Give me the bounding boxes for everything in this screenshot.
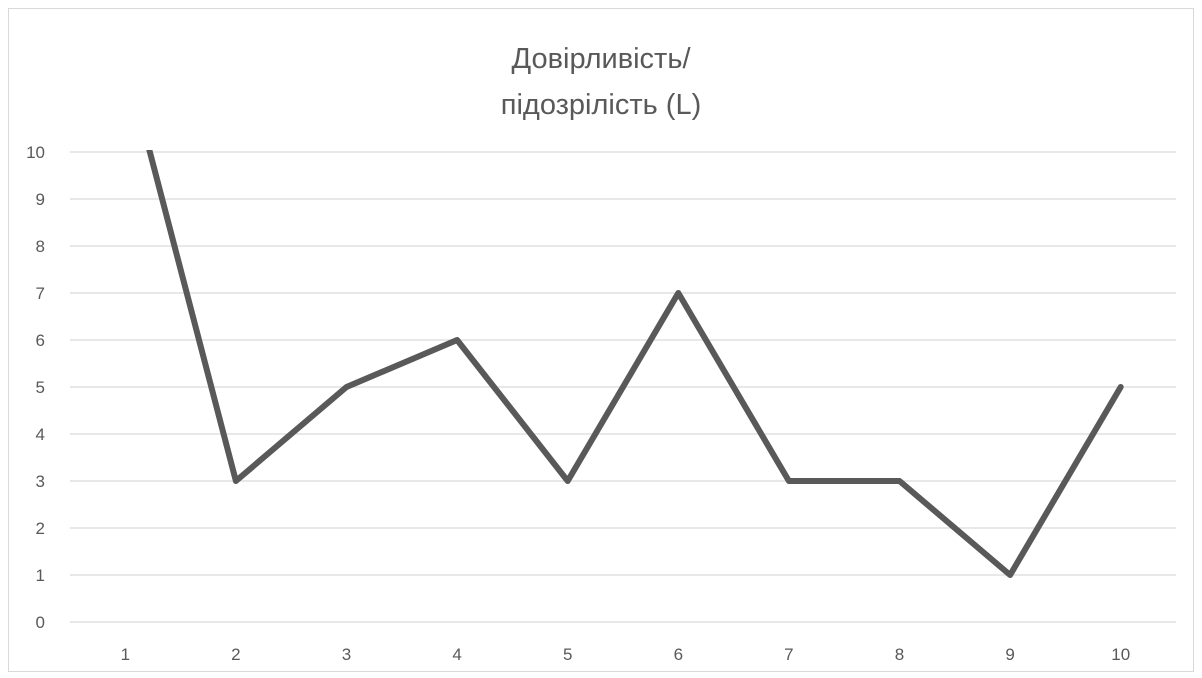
- gridlines: [70, 151, 1176, 623]
- y-tick-label: 0: [36, 613, 45, 632]
- x-tick-label: 2: [231, 645, 240, 664]
- y-tick-label: 9: [36, 190, 45, 209]
- x-tick-label: 10: [1111, 645, 1130, 664]
- x-tick-label: 5: [563, 645, 572, 664]
- y-tick-label: 5: [36, 378, 45, 397]
- chart-title-line-2: підозрілість (L): [500, 89, 702, 121]
- y-axis-ticks: 0 1 2 3 4 5 6 7 8 9 10: [26, 143, 45, 632]
- x-tick-label: 3: [342, 645, 351, 664]
- x-tick-label: 1: [121, 645, 130, 664]
- series-layer: [146, 150, 1124, 578]
- x-tick-label: 8: [895, 645, 904, 664]
- y-tick-label: 6: [36, 331, 45, 350]
- y-tick-label: 1: [36, 566, 45, 585]
- x-tick-label: 6: [674, 645, 683, 664]
- y-tick-label: 3: [36, 472, 45, 491]
- x-axis-ticks: 1 2 3 4 5 6 7 8 9 10: [121, 645, 1131, 664]
- y-tick-label: 4: [36, 425, 45, 444]
- y-tick-label: 10: [26, 143, 45, 162]
- y-tick-label: 8: [36, 237, 45, 256]
- y-tick-label: 2: [36, 519, 45, 538]
- series-line-0: [146, 150, 1124, 578]
- y-tick-label: 7: [36, 284, 45, 303]
- chart-title-line-1: Довірливість/: [511, 43, 691, 75]
- x-tick-label: 9: [1005, 645, 1014, 664]
- x-tick-label: 7: [784, 645, 793, 664]
- x-tick-label: 4: [452, 645, 461, 664]
